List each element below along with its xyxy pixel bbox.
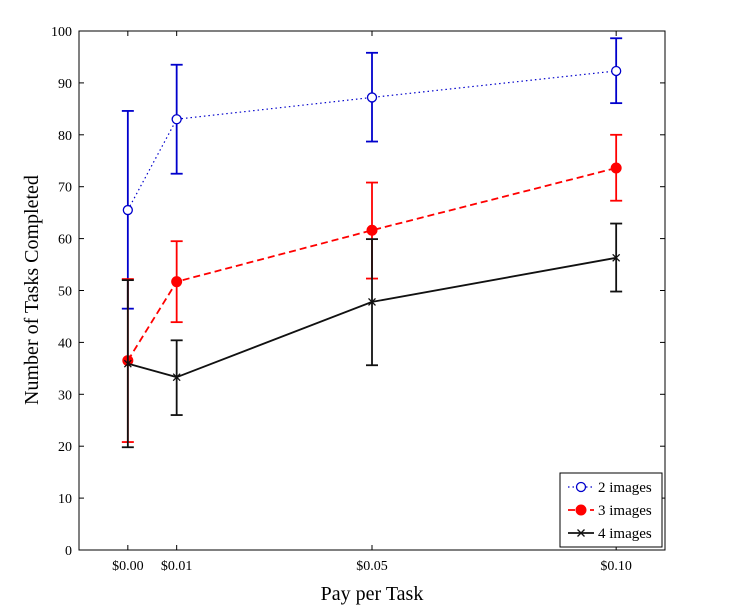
y-tick-label: 10 bbox=[58, 492, 72, 507]
legend-marker bbox=[575, 504, 587, 516]
y-tick-label: 60 bbox=[58, 233, 72, 248]
y-tick-label: 20 bbox=[58, 440, 72, 455]
data-point bbox=[612, 253, 621, 262]
data-point bbox=[368, 297, 376, 306]
series-4-images bbox=[121, 222, 623, 449]
x-tick-label: $0.01 bbox=[161, 559, 193, 574]
y-tick-label: 0 bbox=[65, 544, 72, 559]
data-point bbox=[611, 65, 622, 77]
marker-stroke bbox=[123, 359, 132, 368]
series-layer bbox=[121, 37, 623, 449]
data-point bbox=[172, 373, 181, 382]
legend-label: 4 images bbox=[598, 526, 652, 542]
data-point bbox=[122, 204, 133, 216]
x-axis-ticks: $0.00 $0.01 $0.05 $0.10 bbox=[112, 31, 632, 574]
y-tick-label: 40 bbox=[58, 336, 72, 351]
x-tick-label: $0.10 bbox=[600, 559, 632, 574]
data-point bbox=[366, 92, 378, 103]
series-line bbox=[127, 167, 617, 362]
x-axis-label: Pay per Task bbox=[321, 583, 424, 605]
data-point bbox=[610, 162, 622, 174]
x-tick-label: $0.00 bbox=[112, 559, 144, 574]
x-tick-label: $0.05 bbox=[356, 559, 388, 574]
legend-label: 2 images bbox=[598, 480, 652, 496]
y-tick-label: 50 bbox=[58, 285, 72, 300]
marker-stroke bbox=[577, 529, 585, 537]
series-2-images bbox=[121, 37, 623, 310]
y-axis-ticks: 0 10 20 30 40 50 60 70 80 90 100 bbox=[51, 25, 665, 559]
series-line bbox=[127, 256, 617, 379]
legend-marker bbox=[575, 481, 587, 493]
marker-stroke bbox=[172, 373, 181, 382]
legend-item: 3 images bbox=[568, 503, 652, 519]
data-point bbox=[171, 114, 182, 125]
y-tick-label: 70 bbox=[58, 181, 72, 196]
y-tick-label: 100 bbox=[51, 25, 72, 40]
marker-stroke bbox=[368, 297, 376, 306]
legend-label: 3 images bbox=[598, 503, 652, 519]
legend: 2 images 3 images 4 images bbox=[559, 472, 663, 548]
y-tick-label: 80 bbox=[58, 129, 72, 144]
data-point bbox=[366, 224, 378, 236]
data-point bbox=[171, 276, 183, 288]
y-tick-label: 90 bbox=[58, 77, 72, 92]
legend-item: 4 images bbox=[568, 526, 652, 542]
marker-stroke bbox=[612, 253, 621, 262]
y-axis-label: Number of Tasks Completed bbox=[21, 175, 43, 405]
legend-item: 2 images bbox=[568, 480, 652, 496]
legend-marker bbox=[577, 529, 585, 537]
y-tick-label: 30 bbox=[58, 388, 72, 403]
data-point bbox=[123, 359, 132, 368]
